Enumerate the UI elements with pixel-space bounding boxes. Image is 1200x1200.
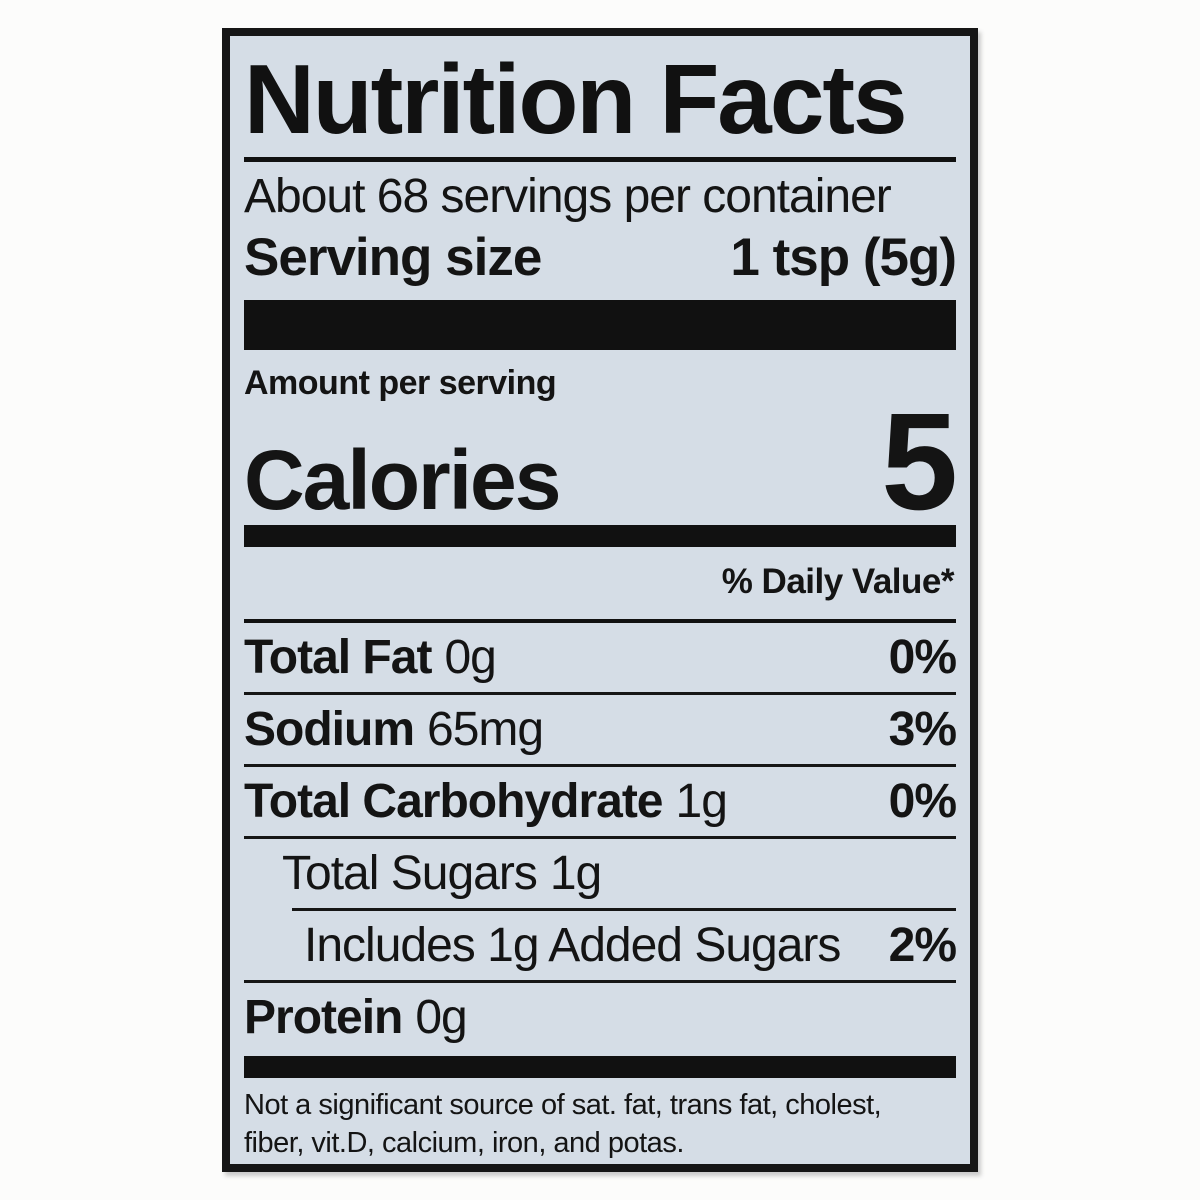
- nutrient-row: Total Carbohydrate 1g 0%: [244, 767, 957, 836]
- nutrient-row: Includes 1g Added Sugars 2%: [244, 911, 957, 980]
- nutrient-daily-value: 0%: [888, 774, 957, 828]
- serving-size-label: Serving size: [244, 227, 542, 287]
- nutrient-row: Total Fat 0g 0%: [244, 623, 957, 692]
- row-divider: [244, 691, 956, 695]
- serving-size-value: 1 tsp (5g): [730, 227, 957, 287]
- calories-value: 5: [881, 384, 958, 539]
- nutrient-rows: Total Fat 0g 0% Sodium 65mg 3% Total Carbohydr…: [244, 623, 957, 1052]
- label-title: Nutrition Facts: [244, 44, 907, 154]
- calories-label: Calories: [244, 432, 561, 527]
- nutrient-amount: 65mg: [427, 702, 544, 756]
- footnote: Not a significant source of sat. fat, tr…: [244, 1087, 956, 1163]
- nutrient-name: Total Fat: [244, 630, 432, 684]
- nutrient-name: Total Carbohydrate: [244, 774, 663, 828]
- nutrient-daily-value: 0%: [888, 630, 957, 684]
- footnote-line: Not a significant source of sat. fat, tr…: [244, 1088, 882, 1121]
- footnote-line: fiber, vit.D, calcium, iron, and potas.: [244, 1126, 684, 1159]
- row-divider: [292, 907, 956, 911]
- serving-size-row: Serving size 1 tsp (5g): [244, 227, 957, 300]
- nutrient-name: Includes 1g Added Sugars: [304, 918, 841, 972]
- amount-per-serving-label: Amount per serving: [244, 363, 557, 402]
- nutrient-row: Total Sugars 1g: [244, 839, 956, 908]
- daily-value-header: % Daily Value*: [244, 547, 956, 623]
- nutrient-daily-value: 3%: [888, 702, 957, 756]
- row-divider: [244, 835, 956, 839]
- thick-divider: [244, 299, 956, 350]
- calories-row: Calories 5: [244, 393, 958, 531]
- row-divider: [244, 763, 956, 767]
- nutrient-amount: 1g: [549, 846, 602, 900]
- nutrient-amount: 0g: [444, 630, 496, 684]
- nutrition-facts-label: Nutrition Facts About 68 servings per co…: [222, 28, 978, 1172]
- nutrient-amount: 1g: [675, 774, 728, 828]
- nutrient-name: Protein: [244, 990, 403, 1044]
- medium-divider-bottom: [244, 1055, 956, 1078]
- nutrient-row: Sodium 65mg 3%: [244, 695, 957, 764]
- servings-per-container: About 68 servings per container: [244, 170, 892, 223]
- title-divider: [244, 157, 956, 162]
- medium-divider: [244, 524, 956, 547]
- nutrient-daily-value: 2%: [888, 918, 957, 972]
- nutrient-amount: 0g: [415, 990, 467, 1044]
- nutrient-name: Total Sugars: [282, 846, 538, 900]
- nutrient-row: Protein 0g: [244, 983, 956, 1052]
- nutrient-name: Sodium: [244, 702, 415, 756]
- row-divider: [244, 979, 956, 983]
